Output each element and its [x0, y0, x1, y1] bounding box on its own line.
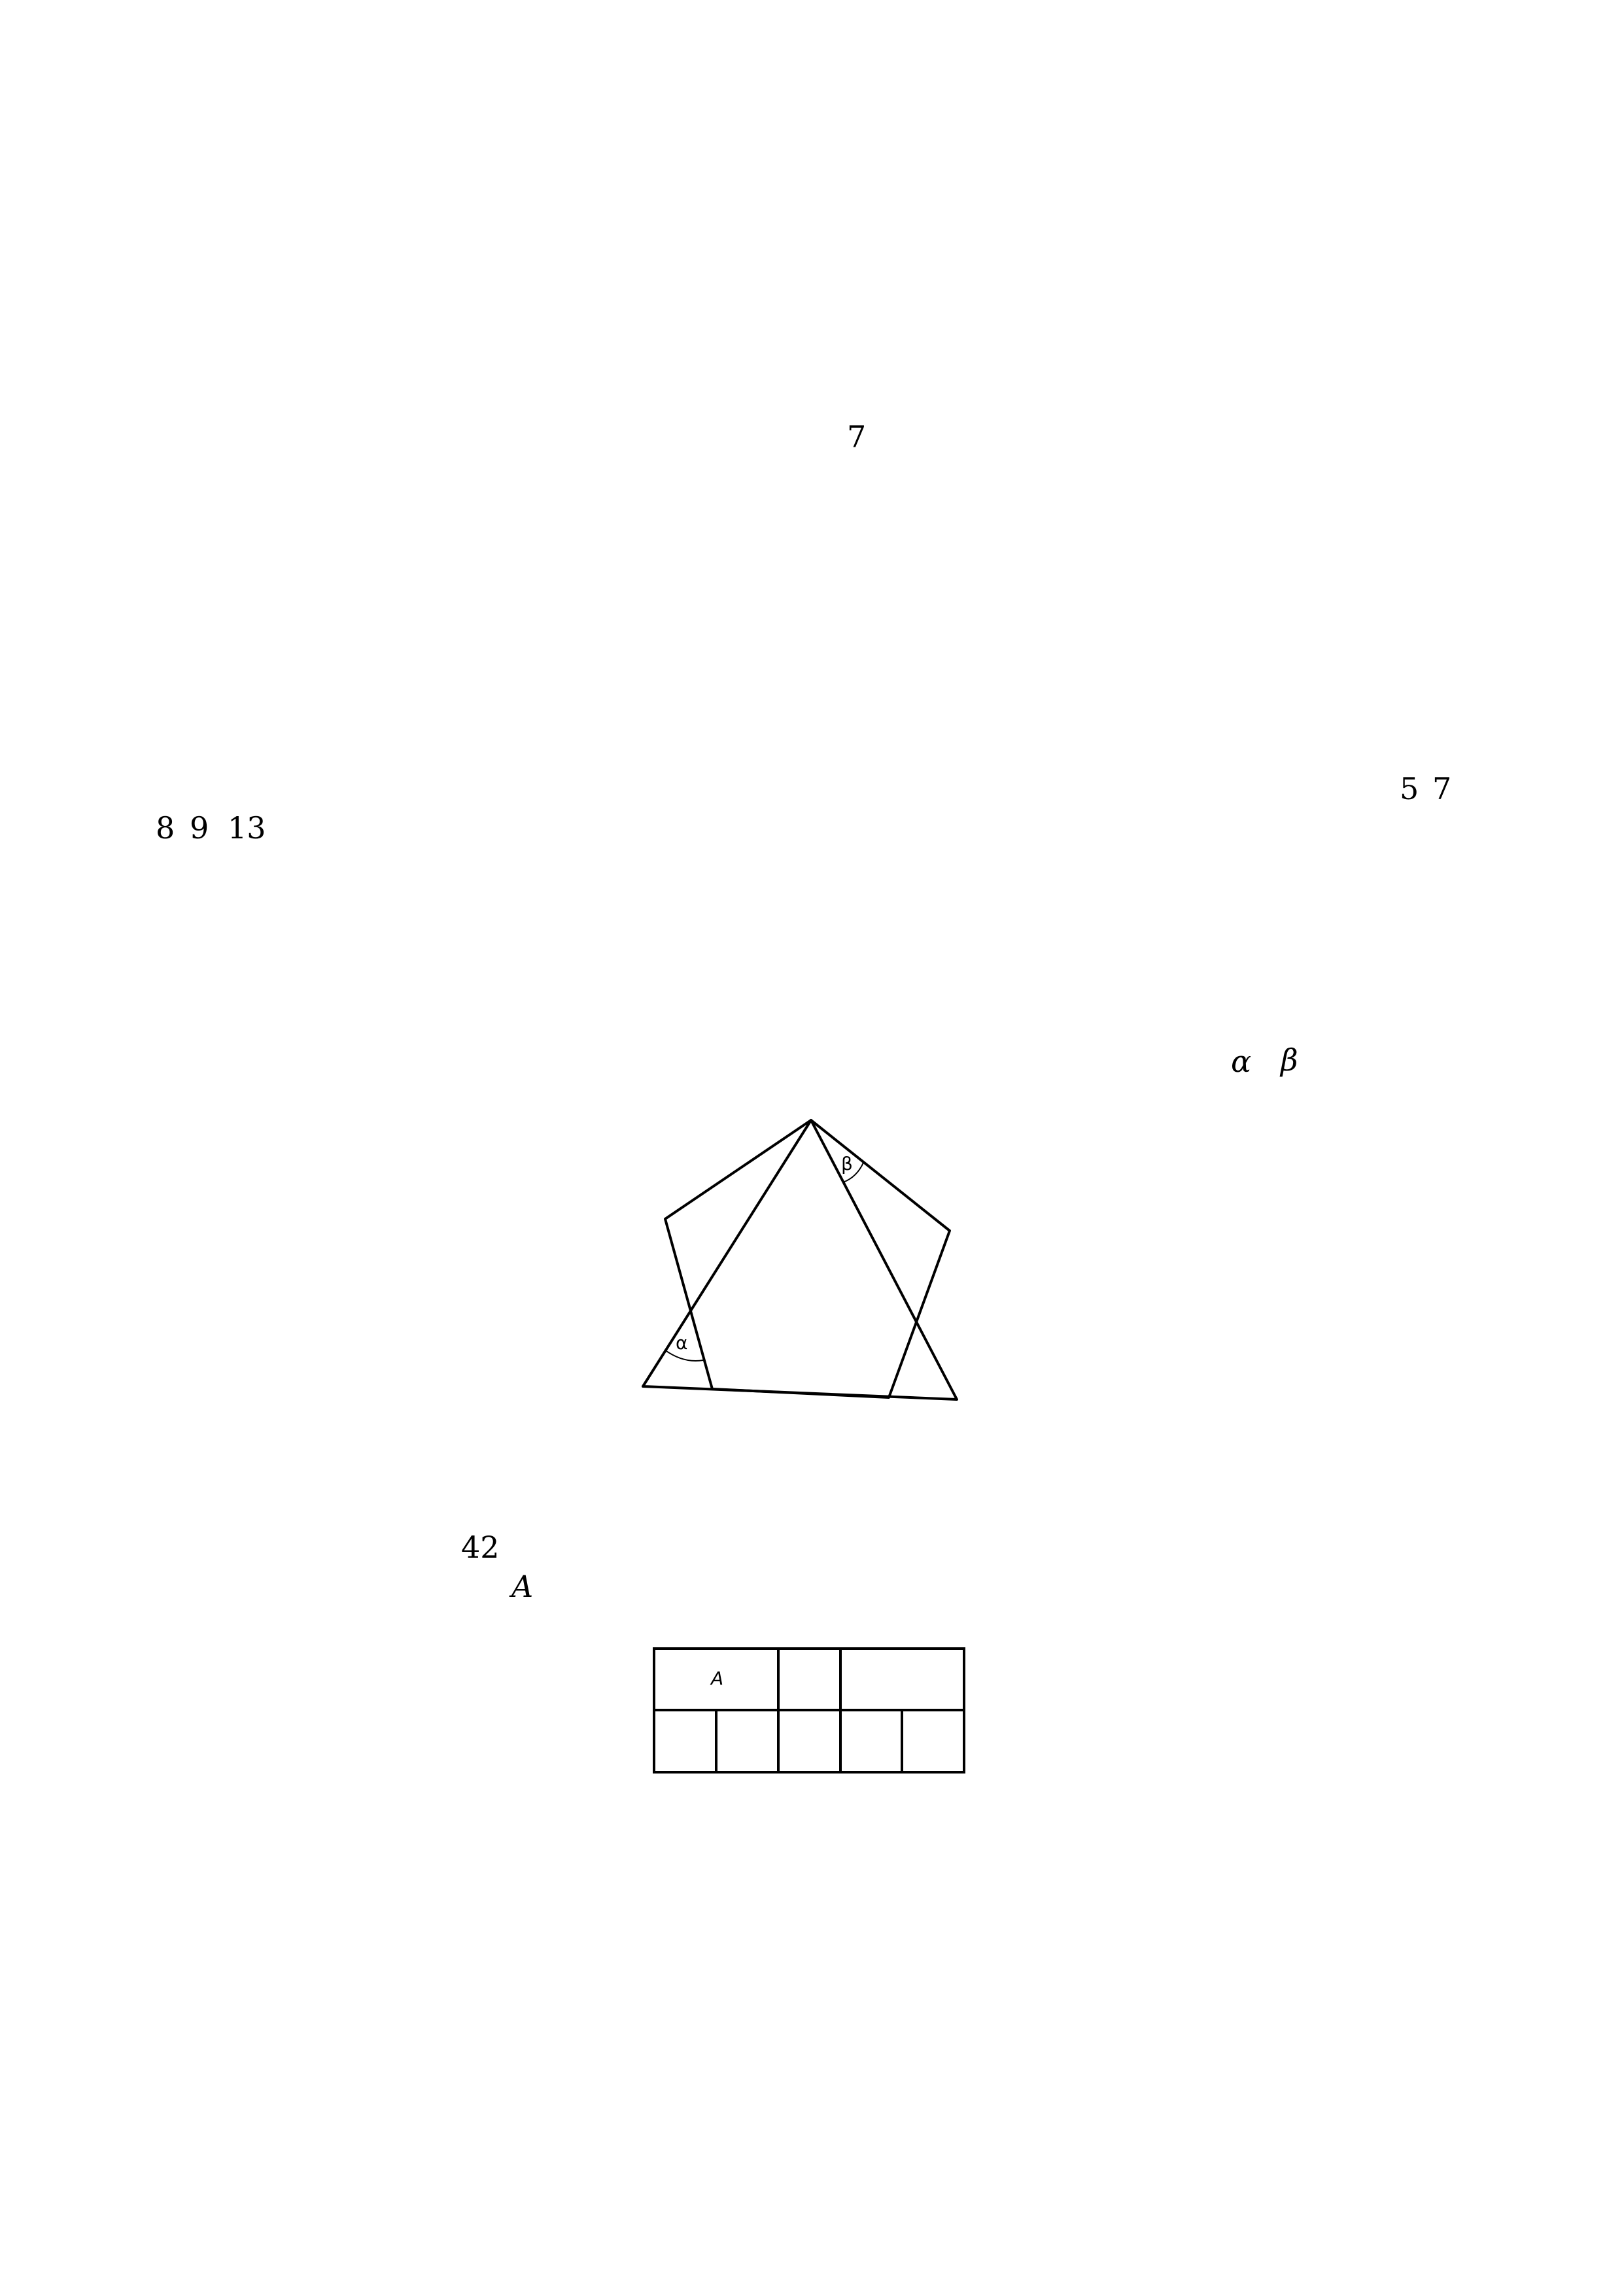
number-7: 7: [1432, 771, 1452, 806]
angle-alpha-arc: [664, 1349, 704, 1362]
alpha-symbol: α: [1231, 1044, 1252, 1079]
number-8: 8: [156, 810, 175, 846]
beta-symbol: β: [1281, 1042, 1298, 1078]
grid-label-a: A: [710, 1668, 723, 1689]
figure-label-beta: β: [841, 1153, 853, 1174]
angle-beta-arc: [842, 1162, 864, 1183]
number-9: 9: [190, 810, 209, 846]
problem-number: 7: [847, 419, 867, 454]
number-5: 5: [1400, 771, 1419, 806]
value-42: 42: [461, 1530, 500, 1565]
variable-a: A: [511, 1569, 534, 1604]
number-13: 13: [228, 810, 266, 846]
figure-label-alpha: α: [676, 1332, 687, 1354]
triangle-outline: [642, 1119, 958, 1401]
